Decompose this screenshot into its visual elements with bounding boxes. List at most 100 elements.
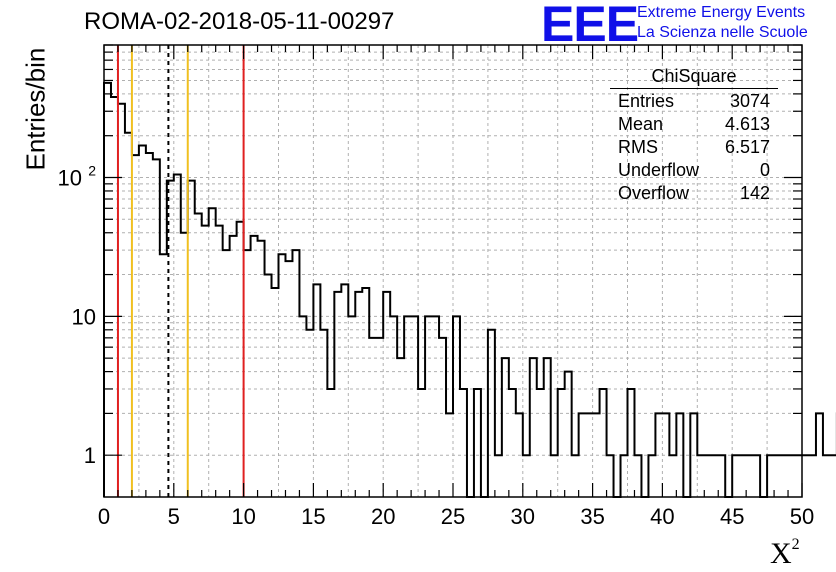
histogram-bin — [586, 413, 593, 497]
axis-ticks — [103, 44, 803, 497]
histogram-bin — [181, 233, 188, 497]
histogram-bin — [118, 104, 125, 497]
histogram-bin — [746, 455, 753, 497]
histogram-bin — [139, 145, 146, 497]
stats-label: Underflow — [618, 160, 700, 180]
histogram-bin — [767, 455, 774, 497]
histogram-outline — [103, 81, 836, 498]
histogram-bin — [279, 254, 286, 497]
histogram-bin — [334, 292, 341, 497]
histogram-bin — [697, 455, 704, 497]
stats-label: Entries — [618, 91, 675, 111]
histogram-bin — [788, 455, 795, 497]
histogram-bin — [146, 153, 153, 497]
histogram-bin — [418, 389, 425, 497]
x-tick-label: 15 — [301, 504, 325, 529]
x-axis-label: X2 — [770, 536, 800, 571]
x-tick-label: 35 — [580, 504, 604, 529]
histogram-bin — [258, 241, 265, 497]
eee-logo: EEE — [541, 0, 639, 52]
histogram-bin — [509, 389, 516, 497]
histogram-bin — [676, 413, 683, 497]
histogram-bin — [795, 455, 802, 497]
histogram-bin — [327, 389, 334, 497]
histogram-bin — [823, 455, 830, 497]
stats-label: RMS — [618, 137, 658, 157]
histogram-bin — [718, 455, 725, 497]
histogram-bin — [537, 389, 544, 497]
histogram-bin — [383, 292, 390, 497]
chart-title: ROMA-02-2018-05-11-00297 — [84, 8, 395, 35]
histogram-bin — [202, 226, 209, 497]
histogram-bin — [209, 208, 216, 497]
histogram-bin — [111, 97, 118, 497]
stats-row-entries: Entries 3074 — [610, 90, 778, 113]
stats-box: ChiSquare Entries 3074 Mean 4.613 RMS 6.517… — [610, 66, 778, 205]
stats-row-rms: RMS 6.517 — [610, 136, 778, 159]
histogram-bin — [551, 455, 558, 497]
histogram-bin — [195, 214, 202, 497]
histogram-bin — [830, 455, 836, 497]
histogram-bin — [774, 455, 781, 497]
histogram-bin — [460, 389, 467, 497]
x-tick-label: 30 — [511, 504, 535, 529]
x-tick-label: 20 — [371, 504, 395, 529]
y-axis-label: Entries/bin — [20, 47, 51, 171]
histogram-bin — [265, 275, 272, 497]
x-tick-label: 45 — [720, 504, 744, 529]
y-tick-label: 1 — [84, 443, 96, 468]
histogram-bin — [809, 455, 816, 497]
histogram-bin — [523, 455, 530, 497]
stats-value: 142 — [739, 183, 770, 203]
x-tick-label: 25 — [441, 504, 465, 529]
histogram-bin — [244, 250, 251, 497]
histogram-bin — [272, 288, 279, 497]
histogram-bin — [565, 372, 572, 497]
histogram-bin — [753, 455, 760, 497]
histogram-bin — [516, 413, 523, 497]
histogram-bin — [739, 455, 746, 497]
stats-box-name: ChiSquare — [610, 66, 778, 89]
stats-row-mean: Mean 4.613 — [610, 113, 778, 136]
histogram-bin — [369, 338, 376, 497]
tick-labels: 0 5 10 15 20 25 30 35 40 45 50 1 10 10 2 — [58, 162, 815, 529]
histogram-bin — [621, 455, 628, 497]
histogram-bin — [188, 181, 195, 497]
histogram-bin — [355, 292, 362, 497]
histogram-bin — [579, 413, 586, 497]
histogram-bin — [174, 175, 181, 497]
histogram-bin — [544, 358, 551, 497]
histogram-bin — [216, 226, 223, 497]
histogram-bin — [572, 455, 579, 497]
histogram-bin — [285, 261, 292, 497]
x-axis-label-sup: 2 — [791, 536, 800, 553]
histogram-bin — [223, 250, 230, 497]
histogram-bin — [502, 358, 509, 497]
histogram-bin — [132, 155, 139, 497]
histogram-bin — [230, 236, 237, 497]
histogram-bin — [607, 455, 614, 497]
stats-label: Overflow — [618, 183, 690, 203]
histogram-bin — [348, 316, 355, 497]
histogram-bin — [439, 338, 446, 497]
histogram-bin — [411, 316, 418, 497]
histogram-bin — [404, 316, 411, 497]
histogram-bin — [104, 83, 111, 497]
logo-line-1: Extreme Energy Events — [637, 4, 806, 21]
histogram-bin — [474, 389, 481, 497]
histogram-bin — [237, 222, 244, 497]
histogram-bin — [600, 389, 607, 497]
histogram-bin — [558, 389, 565, 497]
histogram-bin — [634, 455, 641, 497]
histogram-bin — [628, 389, 635, 497]
histogram-bin — [292, 250, 299, 497]
histogram-bin — [732, 455, 739, 497]
histogram-bin — [341, 284, 348, 497]
stats-value: 4.613 — [724, 114, 770, 134]
stats-value: 0 — [759, 160, 770, 180]
histogram-bin — [781, 455, 788, 497]
x-tick-label: 0 — [98, 504, 110, 529]
stats-value: 6.517 — [724, 137, 770, 157]
histogram-bin — [160, 254, 167, 497]
